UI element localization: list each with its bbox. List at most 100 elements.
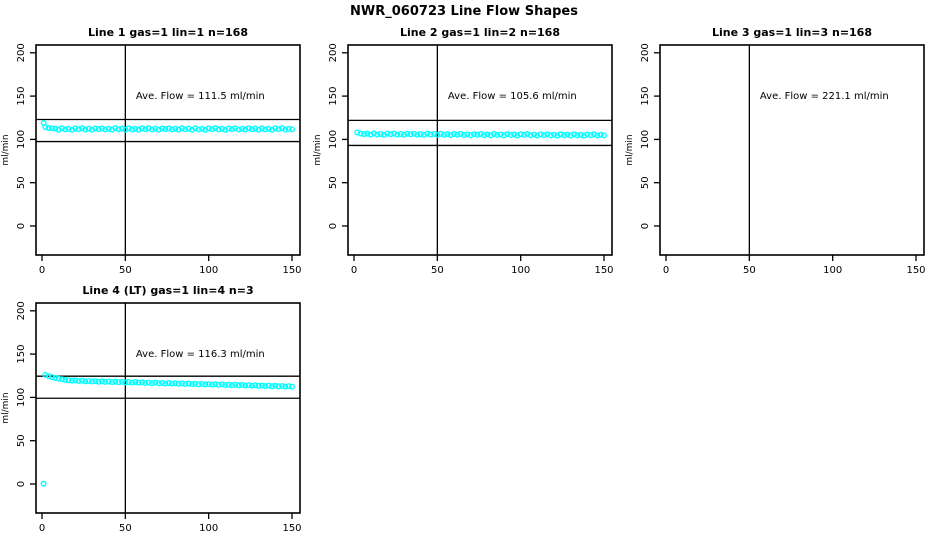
data-point [78,377,85,384]
data-point [571,131,578,138]
data-point [42,124,49,131]
data-point [102,126,109,133]
data-point [148,126,155,133]
data-point [208,381,215,388]
x-tick-label: 0 [39,523,45,534]
y-tick-label: 200 [16,301,27,320]
data-point [128,379,135,386]
y-tick-label: 100 [16,130,27,149]
data-point [128,126,135,133]
data-point [158,379,165,386]
plot-frame [347,44,613,256]
data-point [102,378,109,385]
data-point [259,382,266,389]
data-point [357,130,364,137]
data-point [591,131,598,138]
data-point [218,381,225,388]
data-point [269,383,276,390]
data-point [457,130,464,137]
data-point [381,131,388,138]
data-point [584,131,591,138]
data-point [228,126,235,133]
data-point [95,378,102,385]
data-point [82,378,89,385]
data-point [285,125,292,132]
data-point [142,379,149,386]
data-point [451,130,458,137]
y-axis-label: ml/min [625,134,635,165]
x-tick-label: 100 [199,523,218,534]
data-point [577,131,584,138]
data-point [72,377,79,384]
x-tick-label: 150 [282,523,301,534]
data-point [361,131,368,138]
data-point [487,132,494,139]
data-point [497,131,504,138]
y-tick-label: 50 [328,176,339,189]
data-point [514,132,521,139]
y-tick-label: 50 [16,434,27,447]
data-point [238,125,245,132]
subplot-title: Line 1 gas=1 lin=1 n=168 [88,26,248,39]
data-point [581,132,588,139]
data-point [92,125,99,132]
data-point [185,125,192,132]
data-point [112,378,119,385]
data-point [524,131,531,138]
data-point [205,125,212,132]
y-tick-label: 150 [328,87,339,106]
subplot-title: Line 3 gas=1 lin=3 n=168 [712,26,872,39]
data-point [112,125,119,132]
y-tick-label: 200 [16,43,27,62]
data-point [40,480,47,487]
data-point [504,131,511,138]
data-point [222,126,229,133]
main-title: NWR_060723 Line Flow Shapes [350,4,578,19]
data-point [105,125,112,132]
y-tick-label: 0 [16,223,27,229]
data-point [245,125,252,132]
data-point [597,131,604,138]
data-point [367,131,374,138]
subplot-title: Line 2 gas=1 lin=2 n=168 [400,26,560,39]
data-point [208,126,215,133]
data-point [461,131,468,138]
data-point [98,125,105,132]
data-point [168,126,175,133]
data-point [192,380,199,387]
data-point [55,375,62,382]
data-point [564,131,571,138]
data-point [42,371,49,378]
x-tick-label: 150 [282,265,301,276]
data-point [125,378,132,385]
data-point [411,130,418,137]
data-point [182,126,189,133]
data-point [49,125,56,132]
y-axis-label: ml/min [313,134,323,165]
data-point [212,381,219,388]
data-point [118,125,125,132]
data-point [394,131,401,138]
data-point [132,379,139,386]
data-point [544,131,551,138]
data-point [561,132,568,139]
data-point [447,132,454,139]
data-point [441,131,448,138]
data-point [265,125,272,132]
data-point [59,125,66,132]
data-point [289,383,296,390]
data-point [172,125,179,132]
data-point [477,131,484,138]
ave-flow-annotation: Ave. Flow = 111.5 ml/min [136,91,265,102]
data-point [162,380,169,387]
data-point [232,381,239,388]
data-point [75,126,82,133]
data-point [289,126,296,133]
data-point [195,381,202,388]
data-point [272,125,279,132]
x-tick-label: 50 [119,523,132,534]
x-tick-label: 0 [663,265,669,276]
data-point [65,377,72,384]
data-point [424,130,431,137]
data-point [587,132,594,139]
